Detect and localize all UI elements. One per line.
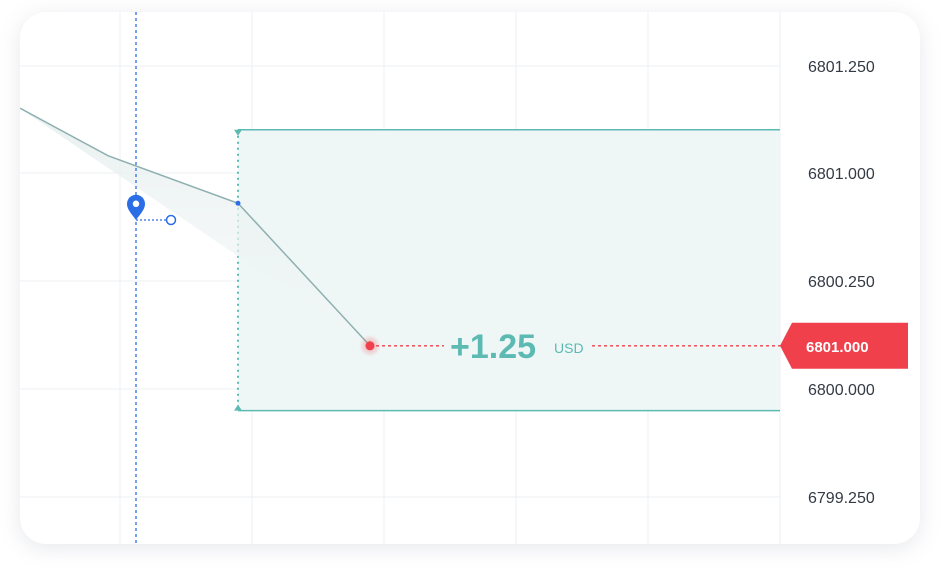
current-price-point[interactable]	[365, 341, 375, 351]
range-lower-handle-icon[interactable]	[234, 404, 242, 411]
profit-unit: USD	[554, 340, 584, 356]
profit-label-background	[444, 323, 592, 366]
profit-value: +1.25	[450, 328, 536, 366]
price-chart[interactable]: +1.25 USD 6801.250 6801.000 6800.250 6800.0…	[20, 12, 920, 544]
price-series-line	[20, 107, 371, 347]
y-tick-label: 6801.250	[808, 59, 875, 76]
price-area	[20, 108, 370, 346]
chart-card: +1.25 USD 6801.250 6801.000 6800.250 6800.0…	[20, 12, 920, 544]
current-price-label: 6801.000	[806, 339, 869, 356]
map-pin-icon[interactable]	[127, 194, 145, 220]
y-tick-label: 6801.000	[808, 166, 875, 183]
y-axis: 6801.250 6801.000 6800.250 6800.000 6799.250	[808, 59, 875, 507]
range-box[interactable]	[238, 129, 780, 411]
series-point-low	[235, 200, 241, 206]
current-price-tag[interactable]	[780, 322, 908, 369]
y-tick-label: 6799.250	[808, 490, 875, 507]
y-tick-label: 6800.250	[808, 274, 875, 291]
range-upper-handle-icon[interactable]	[234, 129, 242, 136]
circle-handle-icon[interactable]	[165, 214, 177, 226]
y-tick-label: 6800.000	[808, 382, 875, 399]
